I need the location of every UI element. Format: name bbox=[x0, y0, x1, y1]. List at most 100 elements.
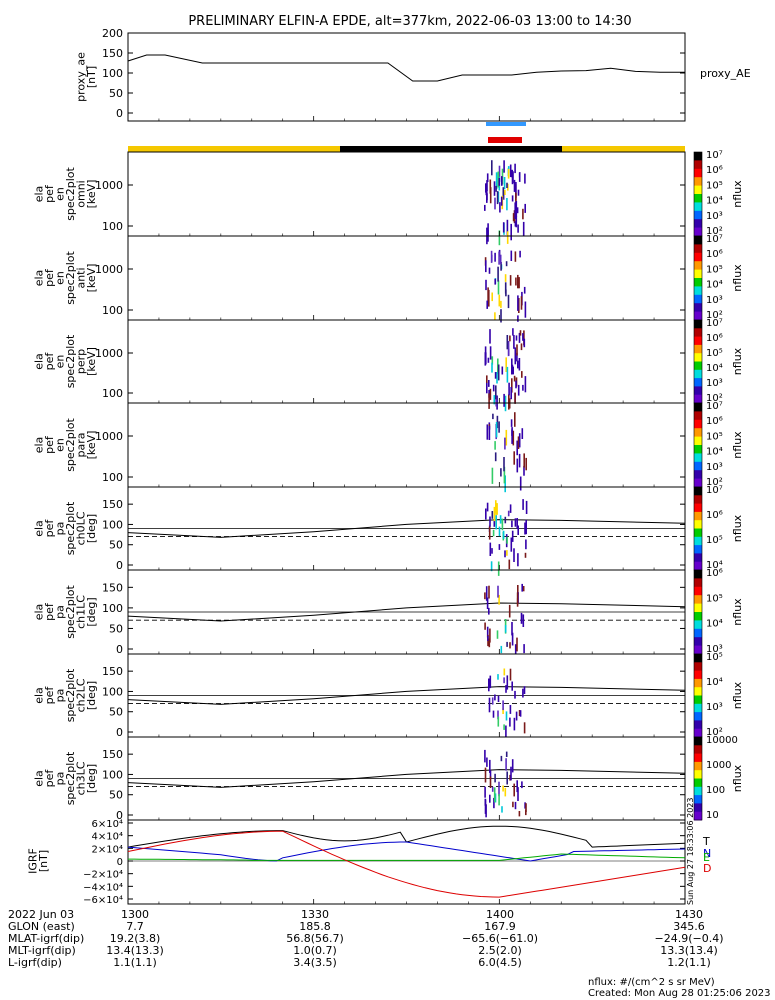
spectrogram-pixel bbox=[505, 758, 507, 771]
spectrogram-pixel bbox=[489, 346, 492, 360]
proxy-ae-ytick: 50 bbox=[109, 87, 123, 100]
proxy-ae-ytick: 100 bbox=[102, 67, 123, 80]
colorbar-segment bbox=[694, 503, 702, 513]
colorbar-segment bbox=[694, 202, 702, 212]
spectrogram-pixel bbox=[486, 757, 488, 767]
spectrogram-pixel bbox=[489, 516, 491, 527]
spectrogram-pixel bbox=[513, 548, 515, 562]
spectrogram-pixel bbox=[512, 801, 514, 808]
science-zone-markers bbox=[128, 122, 685, 152]
spectrogram-pixel bbox=[503, 466, 506, 484]
igrf-legend-D: D bbox=[703, 862, 711, 875]
igrf-ytick: 2×10⁴ bbox=[92, 844, 123, 855]
loss-cone-line bbox=[127, 519, 686, 538]
pa-ytick: 0 bbox=[116, 809, 123, 822]
ylabel-pa_ch1-line-5: [deg] bbox=[85, 597, 98, 626]
igrf-ylabel-line-0: IGRF bbox=[27, 848, 40, 874]
colorbar-segment bbox=[694, 311, 702, 321]
colorbar-segment bbox=[694, 528, 702, 538]
spectrogram-pixel bbox=[501, 176, 503, 186]
footer-value: 1.2(1.1) bbox=[667, 956, 711, 969]
spectrogram-pixel bbox=[489, 179, 492, 194]
spectrogram-pixel bbox=[485, 188, 488, 196]
colorbar-label: nflux bbox=[731, 180, 744, 208]
colorbar-tick: 10⁶ bbox=[706, 249, 723, 260]
spectrogram-pixel bbox=[502, 187, 505, 199]
side-timestamp: Sun Aug 27 18:33:06 2023 bbox=[686, 798, 695, 905]
proxy-ae-ytick: 200 bbox=[102, 27, 123, 40]
colorbar-tick: 10⁶ bbox=[706, 165, 723, 176]
spectrogram-pixel bbox=[489, 794, 491, 803]
spectrogram-pixel bbox=[505, 685, 507, 693]
spectrogram-pixel bbox=[510, 387, 512, 400]
spectrogram-pixel bbox=[484, 786, 486, 798]
colorbar-segment bbox=[694, 753, 702, 763]
spectrogram-pixel bbox=[518, 358, 521, 371]
spectrogram-pixel bbox=[518, 811, 521, 817]
loss-cone-line bbox=[127, 686, 686, 705]
colorbar-segment bbox=[694, 261, 702, 271]
ylabel-en_para-line-0: ela bbox=[33, 437, 46, 454]
spectrogram-pixel bbox=[510, 419, 513, 427]
colorbar-segment bbox=[694, 703, 702, 713]
spectrogram-pixel bbox=[504, 189, 506, 195]
spectrogram-pixel bbox=[506, 366, 509, 383]
panel-en_para: 10⁷ 10⁶ 10⁵ 10⁴ 10³ 10² nflux 100 1000 elapefensp… bbox=[33, 401, 744, 493]
spectrogram-pixel bbox=[502, 530, 505, 539]
spectrogram-pixel bbox=[501, 806, 503, 813]
colorbar-segment bbox=[694, 620, 702, 630]
spectrogram-pixel bbox=[512, 430, 515, 446]
colorbar-segment bbox=[694, 361, 702, 371]
spectrogram-pixel bbox=[517, 525, 519, 535]
spectrogram-pixel bbox=[484, 204, 486, 211]
spectrogram-pixel bbox=[511, 378, 513, 393]
en-ytick: 1000 bbox=[95, 430, 123, 443]
spectrogram-pixel bbox=[514, 644, 517, 654]
spectrogram-pixel bbox=[514, 690, 516, 699]
panel-pa_ch2: 10⁵ 10⁴ 10³ 10² nflux 0 50 100 150 elapefpaspec2p… bbox=[33, 652, 745, 739]
spectrogram-pixel bbox=[515, 380, 517, 389]
pa-ytick: 0 bbox=[116, 559, 123, 572]
colorbar-segment bbox=[694, 252, 702, 262]
proxy-ae-line bbox=[127, 54, 685, 82]
spectrogram-pixel bbox=[499, 515, 502, 524]
panel-pa_ch0: 10⁷ 10⁶ 10⁵ 10⁴ nflux 0 50 100 150 elapefpaspec2p… bbox=[33, 485, 744, 576]
spectrogram-pixel bbox=[498, 294, 501, 307]
colorbar-segment bbox=[694, 761, 702, 771]
spectrogram-pixel bbox=[516, 458, 519, 473]
colorbar-segment bbox=[694, 286, 702, 296]
spectrogram-pixel bbox=[506, 675, 509, 690]
pa-ytick: 50 bbox=[109, 789, 123, 802]
spectrogram-pixel bbox=[502, 708, 504, 714]
ylabel-pa_ch2-line-1: pef bbox=[43, 686, 56, 705]
colorbar-tick: 10⁵ bbox=[706, 264, 723, 275]
colorbar-segment bbox=[694, 419, 702, 429]
spectrogram-pixel bbox=[503, 457, 505, 472]
proxy-ae-ylabel-line-0: proxy_ae bbox=[75, 52, 88, 102]
colorbar-segment bbox=[694, 386, 702, 396]
chart-title: PRELIMINARY ELFIN-A EPDE, alt=377km, 202… bbox=[188, 14, 631, 29]
ylabel-pa_ch3-line-1: pef bbox=[43, 769, 56, 788]
spectrogram-pixel bbox=[484, 749, 486, 763]
pa-ytick: 100 bbox=[102, 518, 123, 531]
spectrogram-pixel bbox=[514, 347, 517, 365]
colorbar-segment bbox=[694, 461, 702, 471]
colorbar-segment bbox=[694, 378, 702, 387]
spectrogram-pixel bbox=[516, 440, 518, 456]
colorbar-segment bbox=[694, 294, 702, 304]
spectrogram-pixel bbox=[503, 177, 506, 190]
spectrogram-pixel bbox=[498, 165, 501, 182]
spectrogram-pixel bbox=[498, 594, 500, 605]
footer-label-date: 2022 Jun 03 bbox=[8, 908, 75, 921]
spectrogram-pixel bbox=[491, 467, 494, 484]
spectrogram-pixel bbox=[509, 774, 511, 781]
orbit-bar-night bbox=[340, 146, 562, 152]
spectrogram-pixel bbox=[522, 384, 524, 391]
colorbar-tick: 10² bbox=[706, 226, 723, 237]
colorbar-segment bbox=[694, 428, 702, 438]
spectrogram-pixel bbox=[525, 500, 528, 514]
spectrogram-pixel bbox=[488, 380, 490, 387]
spectrogram-pixel bbox=[504, 787, 507, 797]
colorbar-segment bbox=[694, 695, 702, 705]
ylabel-pa_ch0-line-3: spec2plot bbox=[64, 501, 77, 555]
